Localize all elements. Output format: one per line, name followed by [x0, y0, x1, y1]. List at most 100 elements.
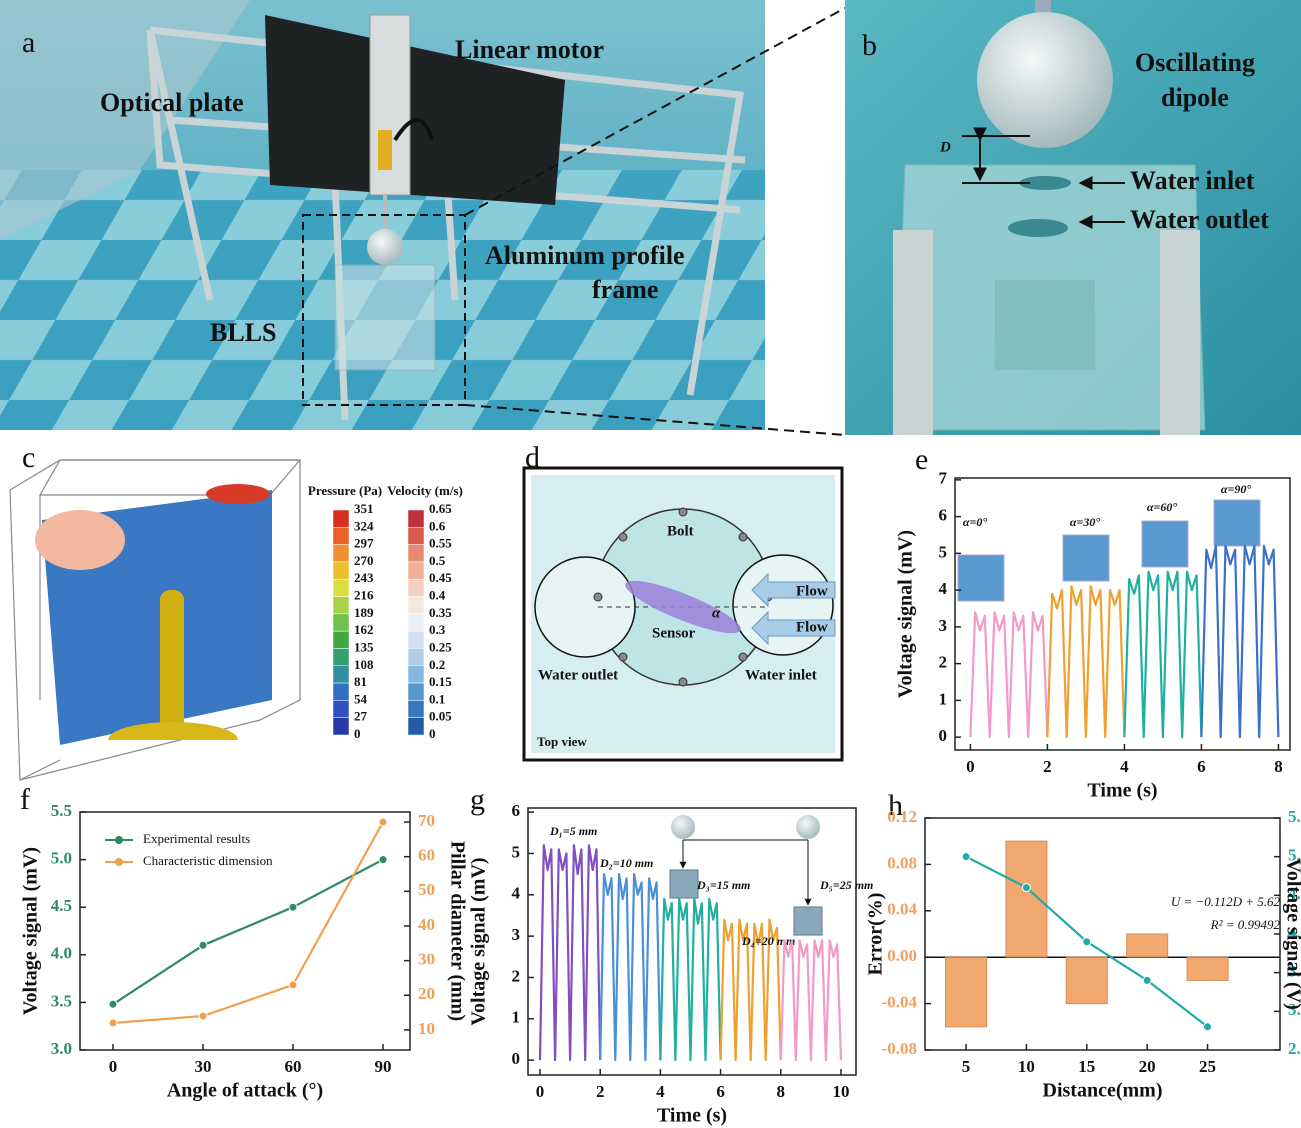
colorbar-label: 0.45	[429, 570, 452, 585]
y2-tick-label: 70	[418, 811, 435, 830]
colorbar-cell	[333, 597, 349, 614]
colorbar-label: 270	[354, 553, 374, 568]
colorbar-label: 324	[354, 518, 374, 533]
series-label: α=60°	[1147, 500, 1177, 514]
series-label: D₃=15 mm	[696, 878, 750, 892]
label: Water outlet	[1130, 205, 1269, 234]
marker	[1022, 884, 1030, 892]
x-tick-label: 10	[832, 1082, 849, 1101]
colorbar-label: 0	[354, 726, 361, 741]
x-tick-label: 20	[1139, 1057, 1156, 1076]
y-tick-label: 3	[939, 616, 948, 635]
y-tick-label: 5	[939, 542, 948, 561]
series-line	[113, 860, 383, 1005]
y-tick-label: 3.5	[51, 991, 72, 1010]
colorbar-cell	[333, 562, 349, 579]
marker	[379, 818, 387, 826]
blls-box	[335, 265, 435, 370]
y-axis-label: Voltage signal (mV)	[895, 530, 917, 698]
motor-part	[378, 130, 392, 170]
colorbar-cell	[408, 527, 424, 544]
label: Flow	[796, 619, 828, 635]
marker	[289, 903, 297, 911]
y-tick-label: 6	[512, 801, 521, 820]
series-line	[1047, 586, 1124, 737]
x-tick-label: 30	[195, 1057, 212, 1076]
legend-marker	[115, 836, 123, 844]
colorbar-label: 0.1	[429, 691, 445, 706]
y2-tick-label: 5.5	[1288, 807, 1301, 826]
label: Optical plate	[100, 88, 244, 117]
panel-d: d Bolt Flow Flow α Sensor Water outlet W…	[524, 441, 842, 760]
colorbar-label: 297	[354, 536, 374, 551]
series-line	[600, 874, 660, 1060]
y2-tick-label: 40	[418, 915, 435, 934]
label: Water outlet	[538, 667, 618, 683]
colorbar-label: 189	[354, 605, 374, 620]
panel-label: a	[22, 26, 35, 59]
x-tick-label: 8	[777, 1082, 786, 1101]
bar	[1066, 957, 1107, 1003]
x-tick-label: 8	[1274, 757, 1283, 776]
y-tick-label: 0	[512, 1049, 521, 1068]
y-tick-label: 0.04	[887, 900, 917, 919]
panel-c: c Pressure (Pa) Velocity (m/s)	[10, 441, 463, 780]
y-tick-label: 0.08	[887, 853, 917, 872]
y2-tick-label: 2.5	[1288, 1039, 1301, 1058]
label: dipole	[1161, 83, 1229, 112]
dipole-ball	[671, 815, 695, 839]
y-tick-label: 1	[512, 1008, 521, 1027]
inset-photo	[958, 555, 1004, 601]
inlet-circle	[733, 555, 833, 655]
colorbar-label: 135	[354, 639, 374, 654]
x-tick-label: 4	[656, 1082, 665, 1101]
inset-photo	[1142, 521, 1188, 567]
inset-box	[670, 870, 698, 898]
colorbar-label: 0	[429, 726, 436, 741]
frame-post	[893, 230, 933, 435]
legend-label: Experimental results	[143, 831, 250, 846]
colorbar-cell	[333, 666, 349, 683]
outlet-hole	[1008, 219, 1068, 237]
x-tick-label: 4	[1120, 757, 1129, 776]
x-axis-label: Time (s)	[657, 1105, 727, 1127]
series-line	[970, 612, 1047, 737]
colorbar-label: 216	[354, 588, 374, 603]
x-axis-label: Angle of attack (°)	[167, 1080, 323, 1102]
series-line	[1124, 572, 1201, 737]
marker	[379, 856, 387, 864]
panel-label: f	[20, 783, 30, 816]
y2-tick-label: 20	[418, 984, 435, 1003]
colorbar-label: 0.25	[429, 639, 452, 654]
y-tick-label: 0.00	[887, 946, 917, 965]
colorbar-cell	[408, 648, 424, 665]
colorbar-cell	[408, 614, 424, 631]
annotation: U = −0.112D + 5.62	[1171, 894, 1281, 909]
y-tick-label: 4.0	[51, 944, 72, 963]
y-axis-label: Voltage signal (mV)	[20, 847, 42, 1015]
colorbar-cell	[333, 648, 349, 665]
colorbar-label: 27	[354, 709, 368, 724]
x-tick-label: 6	[1197, 757, 1206, 776]
label: Water inlet	[745, 667, 817, 683]
series-line	[781, 940, 841, 1060]
label: Sensor	[652, 625, 696, 641]
colorbar-cell	[408, 666, 424, 683]
x-tick-label: 10	[1018, 1057, 1035, 1076]
series-line	[540, 845, 600, 1060]
y2-tick-label: 10	[418, 1019, 435, 1038]
label: BLLS	[210, 318, 277, 347]
marker	[962, 853, 970, 861]
label: D	[939, 139, 951, 155]
y-tick-label: 0	[939, 726, 948, 745]
y2-tick-label: 50	[418, 880, 435, 899]
y2-tick-label: 30	[418, 950, 435, 969]
series-label: D₄=20 mm	[741, 934, 795, 948]
x-tick-label: 0	[536, 1082, 545, 1101]
colorbar-cell	[333, 718, 349, 735]
y-axis-label: Error(%)	[865, 893, 887, 976]
colorbar-label: 351	[354, 501, 374, 516]
y-tick-label: 3	[512, 925, 521, 944]
colorbar-label: 0.3	[429, 622, 446, 637]
bar	[1187, 957, 1228, 980]
